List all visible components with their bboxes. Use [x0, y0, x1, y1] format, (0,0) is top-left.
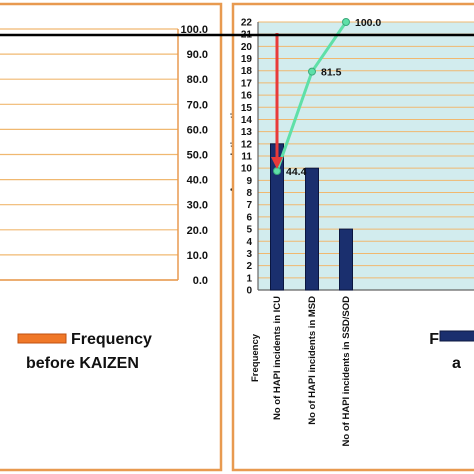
right-y-tick-label: 14: [241, 115, 253, 126]
bar: [339, 228, 353, 291]
left-y-tick-label: 50.0: [187, 150, 208, 162]
right-y-tick-label: 17: [241, 78, 253, 89]
cumulative-data-label: 100.0: [355, 17, 381, 29]
cumulative-point: [308, 67, 316, 76]
right-y-tick-label: 12: [241, 139, 253, 150]
cumulative-point: [342, 18, 350, 26]
right-y-tick-label: 7: [246, 200, 252, 211]
cumulative-data-label: 81.5: [321, 67, 342, 79]
right-y-tick-label: 11: [241, 152, 252, 163]
right-y-tick-label: 1: [246, 273, 252, 284]
right-y-tick-label: 9: [246, 176, 252, 187]
right-y-tick-label: 22: [241, 18, 253, 29]
left-y-tick-label: 70.0: [187, 99, 208, 111]
bar: [305, 167, 319, 291]
right-y-tick-label: 16: [241, 91, 253, 102]
right-plot-area: [257, 21, 474, 291]
category-label: No of HAPI incidents in SSD/SOD: [341, 296, 352, 447]
right-legend-swatch: [439, 330, 474, 342]
left-legend: Frequency before KAIZEN: [17, 331, 152, 372]
left-legend-swatch: [17, 333, 67, 344]
right-legend-label-line1: F: [429, 331, 439, 348]
right-y-tick-label: 3: [246, 249, 252, 260]
category-label: No of HAPI incidents in MSD: [307, 296, 318, 425]
left-y-tick-label: 40.0: [187, 175, 208, 187]
left-y-tick-label: 80.0: [187, 74, 208, 86]
right-y-tick-label: 15: [241, 103, 253, 114]
right-y-tick-label: 10: [241, 164, 253, 175]
left-y-tick-labels: 100.0 90.0 80.0 70.0 60.0 50.0 40.0 30.0 20.0 10.…: [180, 24, 208, 287]
left-panel: 100.0 90.0 80.0 70.0 60.0 50.0 40.0 30.0 20.0 10.…: [0, 2, 240, 472]
right-y-tick-label: 8: [246, 188, 252, 199]
right-y-tick-label: 13: [241, 127, 253, 138]
right-y-tick-label: 5: [246, 225, 252, 236]
left-y-tick-label: 90.0: [187, 49, 208, 61]
red-arrow-head: [271, 157, 283, 170]
cumulative-data-label: 44.4: [286, 166, 307, 178]
left-y-tick-label: 30.0: [187, 200, 208, 212]
left-y-tick-label: 60.0: [187, 124, 208, 136]
cumulative-line: 44.4 81.5 100.0: [271, 17, 381, 178]
left-plot-area: [0, 28, 179, 281]
right-legend-label-line2: a: [452, 355, 461, 372]
right-y-tick-label: 18: [241, 66, 253, 77]
right-y-tick-label: 6: [246, 212, 252, 223]
left-y-tick-label: 0.0: [193, 275, 208, 287]
left-legend-label-line1: Frequency: [71, 331, 152, 348]
right-y-tick-label: 2: [246, 261, 252, 272]
left-y-tick-label: 20.0: [187, 225, 208, 237]
right-legend: F a: [429, 330, 474, 372]
right-y-tick-labels: 222120191817161514131211109876543210: [241, 18, 253, 297]
category-label: No of HAPI incidents in ICU: [272, 296, 283, 420]
left-legend-label-line2: before KAIZEN: [26, 355, 139, 372]
right-y-tick-label: 4: [246, 237, 252, 248]
left-y-tick-label: 100.0: [180, 24, 208, 36]
bars: [270, 143, 353, 291]
right-y-tick-label: 20: [241, 42, 253, 53]
right-y-axis-label: Frequency: [250, 333, 261, 382]
category-labels: No of HAPI incidents in ICU No of HAPI in…: [272, 296, 352, 447]
right-panel: 222120191817161514131211109876543210 44.…: [231, 2, 474, 472]
left-y-tick-label: 10.0: [187, 250, 208, 262]
right-y-tick-label: 19: [241, 54, 253, 65]
right-y-tick-label: 0: [246, 286, 252, 297]
